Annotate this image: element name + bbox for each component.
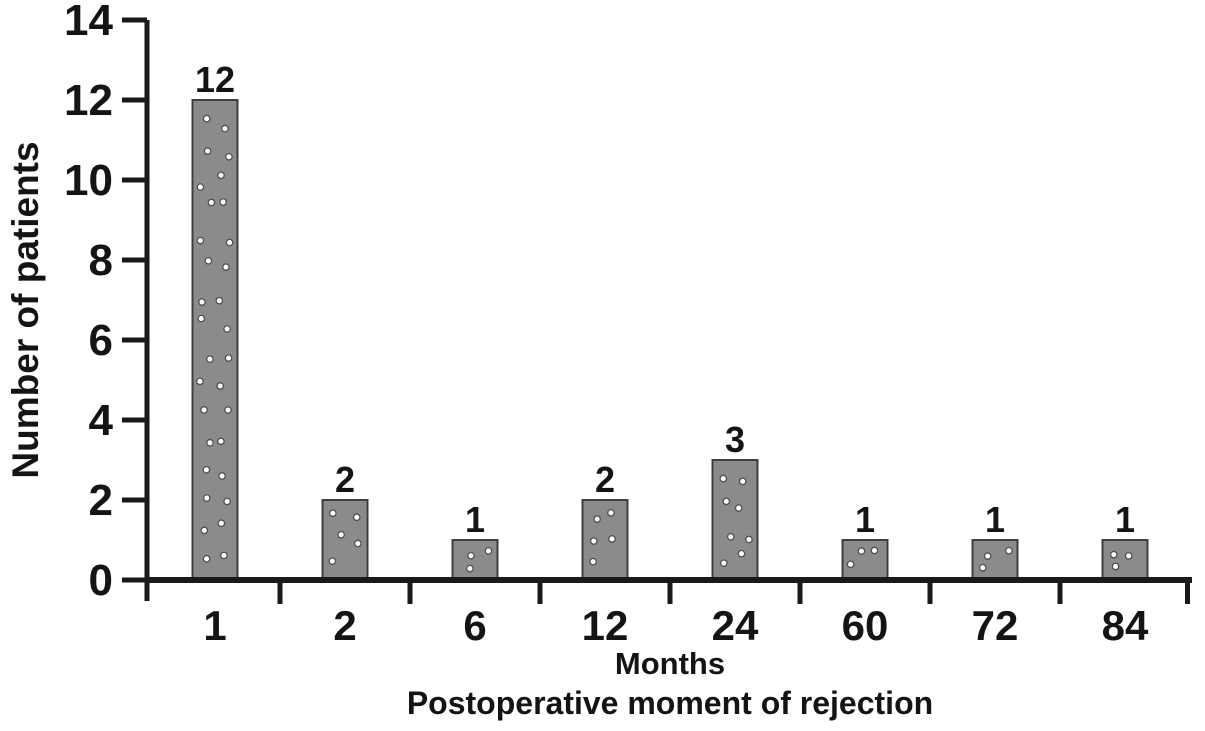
bar-dot [216,382,225,390]
bar-dot [223,497,231,506]
bar-dot [225,152,233,161]
bar-dot [224,354,233,362]
bar-dot [200,406,208,414]
bar-dot [225,238,234,247]
bar-dot [745,535,753,544]
bar-dot [1124,551,1133,560]
y-tick-label: 12 [64,76,113,125]
bar [971,539,1019,581]
bar-dot [719,559,728,568]
bar-dot [337,530,346,539]
bar-dot [589,537,598,545]
bar-dot [719,474,728,483]
bar-dot [1111,562,1120,571]
bar-dot [328,509,337,518]
bar [1101,539,1149,581]
bar-dot [1005,546,1013,555]
x-tick-label: 2 [333,602,356,649]
bar-dot [200,526,209,535]
x-axis-title: Months [615,646,725,681]
bar-dot [217,171,225,180]
bar-value-label: 3 [725,419,745,460]
bar-dot [978,563,987,572]
bar-dot [204,256,213,265]
bar-dot [202,494,211,502]
bar-dot [218,472,226,480]
x-tick-label: 12 [582,602,629,649]
bar-dot [215,296,224,305]
bar-dot [589,557,597,566]
bar-value-label: 1 [985,499,1005,540]
bar-dot [220,551,228,560]
bar-dot [1109,550,1118,559]
bar-dot [198,298,206,306]
bar-dot [224,406,232,414]
bar-dot [202,554,211,563]
bar-dot [197,314,206,323]
bar-dot [607,508,615,517]
bar-dot [219,198,227,206]
y-tick-label: 10 [64,156,113,205]
bar-dot [328,557,337,566]
bar-dot [196,236,205,245]
bar-dot [467,551,475,560]
bar-value-label: 2 [595,459,615,500]
y-tick-label: 6 [89,316,113,365]
bar-dot [223,325,231,333]
bar-value-label: 12 [195,59,235,100]
bar-dot [203,147,212,155]
bar [451,539,499,581]
bar-dot [217,437,225,446]
y-tick-label: 14 [64,0,113,45]
x-axis-subtitle: Postoperative moment of rejection [407,685,933,721]
x-tick-label: 72 [972,602,1019,649]
y-tick-label: 0 [89,556,113,605]
x-tick-label: 24 [712,602,759,649]
x-tick-label: 1 [203,602,226,649]
bar-dot [726,532,735,541]
bar-dot [593,515,602,523]
bar-dot [857,547,866,555]
bar-dot [352,513,361,522]
bar-dot [217,519,226,528]
bar [841,539,889,581]
bar-dot [207,198,216,207]
x-tick-label: 6 [463,602,486,649]
bar-dot [222,263,230,271]
bar-value-label: 2 [335,459,355,500]
bar-dot [196,377,204,386]
bar-dot [722,497,731,506]
bar-dot [202,114,211,123]
bar-dot [870,546,879,555]
bar-dot [466,564,474,573]
y-tick-label: 4 [89,396,114,445]
bar-dot [196,183,205,191]
bar-dot [608,535,616,543]
bar-value-label: 1 [1115,499,1135,540]
bar-dot [206,438,214,447]
bar-dot [221,124,229,133]
bar-value-label: 1 [855,499,875,540]
x-tick-label: 84 [1102,602,1149,649]
x-tick-label: 60 [842,602,889,649]
bar [711,459,759,581]
bar [581,499,629,581]
bar-dot [202,465,211,474]
bar-dot [846,560,855,569]
bar-dot [206,355,214,364]
bar [191,99,239,581]
y-tick-label: 2 [89,476,113,525]
bar-dot [484,547,493,555]
bar-dot [738,477,747,486]
y-tick-label: 8 [89,236,113,285]
bar-dot [737,549,746,558]
y-axis-title: Number of patients [5,141,46,478]
bar-dot [983,552,992,560]
bar-dot [353,539,362,548]
bar-dot [734,504,743,512]
bar-value-label: 1 [465,499,485,540]
